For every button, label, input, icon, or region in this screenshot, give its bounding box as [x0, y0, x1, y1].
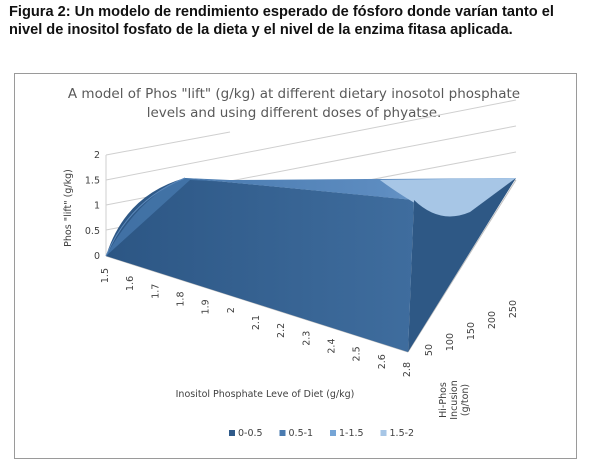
- floor-edge-right: [407, 179, 517, 353]
- y-tick-label: 100: [445, 333, 456, 351]
- surface-front-face: [106, 178, 414, 352]
- x-tick-label: 2.1: [251, 315, 262, 330]
- y-tick-label: 250: [508, 300, 519, 318]
- surface: [105, 177, 516, 352]
- z-tick-label: 2: [94, 150, 100, 161]
- legend-swatch: [380, 430, 387, 436]
- chart-title-line1: A model of Phos "lift" (g/kg) at differe…: [68, 86, 520, 102]
- z-tick-label: 0: [94, 251, 100, 262]
- legend: 0-0.5 0.5-1 1-1.5 1.5-2: [229, 428, 414, 439]
- legend-swatch: [279, 430, 286, 436]
- legend-label: 1.5-2: [390, 428, 415, 439]
- y-axis-label-line2: Incusion: [449, 380, 460, 420]
- y-axis-label: Hi-Phos Incusion (g/ton): [438, 380, 471, 420]
- x-tick-label: 1.6: [125, 276, 136, 291]
- x-tick-label: 2.3: [301, 331, 312, 346]
- legend-label: 1-1.5: [339, 428, 364, 439]
- chart-title-line2: levels and using different doses of phya…: [147, 105, 442, 121]
- x-tick-label: 1.9: [201, 299, 212, 314]
- z-tick-labels: 0 0.5 1 1.5 2: [85, 150, 100, 262]
- x-tick-label: 2: [226, 307, 237, 313]
- y-axis-label-line3: (g/ton): [460, 384, 471, 416]
- y-axis-label-line1: Hi-Phos: [438, 382, 449, 418]
- surface-right-face: [408, 178, 516, 352]
- legend-label: 0.5-1: [289, 428, 314, 439]
- z-tick-label: 1.5: [85, 175, 100, 186]
- figure-caption: Figura 2: Un modelo de rendimiento esper…: [9, 4, 554, 38]
- x-axis-label: Inositol Phosphate Leve of Diet (g/kg): [176, 389, 355, 400]
- x-tick-label: 1.7: [150, 284, 161, 299]
- x-tick-label: 2.6: [377, 354, 388, 369]
- y-tick-label: 200: [487, 311, 498, 329]
- x-tick-label: 1.5: [100, 268, 111, 283]
- x-tick-label: 2.5: [352, 346, 363, 361]
- z-tick-label: 0.5: [85, 226, 100, 237]
- x-tick-label: 2.8: [402, 362, 413, 377]
- z-tick-label: 1: [94, 201, 100, 212]
- legend-swatch: [330, 430, 336, 436]
- gridline-z-1.5: [105, 99, 517, 181]
- legend-label: 0-0.5: [238, 428, 263, 439]
- legend-swatch: [229, 430, 235, 436]
- surface-band-1.5-2: [380, 178, 516, 217]
- y-tick-label: 150: [466, 322, 477, 340]
- x-tick-label: 1.8: [176, 292, 187, 307]
- surface-ridge: [105, 177, 186, 257]
- z-axis-label: Phos "lift" (g/kg): [63, 169, 74, 247]
- x-tick-label: 2.4: [327, 339, 338, 354]
- gridline-z-2: [105, 131, 231, 156]
- x-tick-label: 2.2: [276, 323, 287, 338]
- y-tick-label: 50: [424, 344, 435, 356]
- y-tick-labels: 50 100 150 200 250: [424, 300, 519, 356]
- x-tick-labels: 1.5 1.6 1.7 1.8 1.9 2 2.1 2.2 2.3 2.4 2.5 2.6 2.8: [100, 268, 413, 377]
